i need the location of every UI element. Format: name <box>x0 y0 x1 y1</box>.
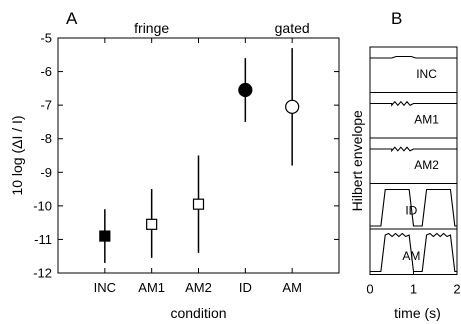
marker-am <box>285 99 300 114</box>
envelope-row-label: AM2 <box>414 158 439 172</box>
panel-b-letter: B <box>391 9 402 28</box>
x-tick-label-id: ID <box>239 280 252 295</box>
panel-a-y-label: 10 log (ΔI / I) <box>9 115 25 195</box>
envelope-row-label: AM1 <box>414 112 439 126</box>
envelope-row-label: AM <box>402 249 420 263</box>
envelope-frame <box>369 46 458 93</box>
x-tick-label-am1: AM1 <box>138 280 165 295</box>
envelope-row-am: AM <box>369 228 458 275</box>
y-tick-label: -5 <box>40 31 52 46</box>
y-tick-label: -9 <box>40 165 52 180</box>
x-tick-label-inc: INC <box>94 280 116 295</box>
b-x-tick-label: 1 <box>410 282 417 297</box>
envelope-row-id: ID <box>369 183 458 230</box>
marker-am2 <box>192 198 205 210</box>
panel-a-points <box>99 48 300 263</box>
envelope-trace <box>370 55 457 59</box>
y-tick-label: -12 <box>33 266 52 281</box>
envelope-row-label: ID <box>405 203 417 217</box>
panel-a-x-label: condition <box>170 305 226 321</box>
y-tick-label: -8 <box>40 131 52 146</box>
b-x-tick-label: 0 <box>366 282 373 297</box>
panel-a-letter: A <box>66 9 78 28</box>
group-label-fringe: fringe <box>134 20 169 36</box>
group-labels: fringe gated <box>134 20 310 36</box>
marker-inc <box>99 230 111 242</box>
panel-a-y-ticks: -12 -11 -10 -9 -8 -7 -6 -5 <box>33 31 339 281</box>
panel-b-x-ticks: 0 1 2 <box>366 270 461 297</box>
envelope-trace <box>370 232 457 273</box>
y-tick-label: -6 <box>40 64 52 79</box>
y-tick-label: -7 <box>40 98 52 113</box>
x-tick-label-am2: AM2 <box>185 280 212 295</box>
b-x-tick-label: 2 <box>453 282 460 297</box>
envelope-row-am2: AM2 <box>369 137 458 184</box>
envelope-trace <box>370 100 457 107</box>
envelope-row-label: INC <box>416 67 437 81</box>
panel-a-x-ticks: INC AM1 AM2 ID AM <box>94 38 302 295</box>
marker-id <box>238 82 253 98</box>
y-tick-label: -10 <box>33 198 52 213</box>
envelope-trace <box>370 188 457 227</box>
x-tick-label-am: AM <box>282 280 302 295</box>
marker-am1 <box>146 218 158 230</box>
panel-b-rows: INC AM1 AM2 ID AM <box>369 46 458 275</box>
panel-b-y-label: Hilbert envelope <box>349 110 365 211</box>
group-label-gated: gated <box>275 20 310 36</box>
y-tick-label: -11 <box>34 232 52 247</box>
envelope-row-inc: INC <box>369 46 458 93</box>
envelope-trace <box>370 146 457 153</box>
panel-b-x-label: time (s) <box>394 305 441 321</box>
envelope-row-am1: AM1 <box>369 92 458 139</box>
